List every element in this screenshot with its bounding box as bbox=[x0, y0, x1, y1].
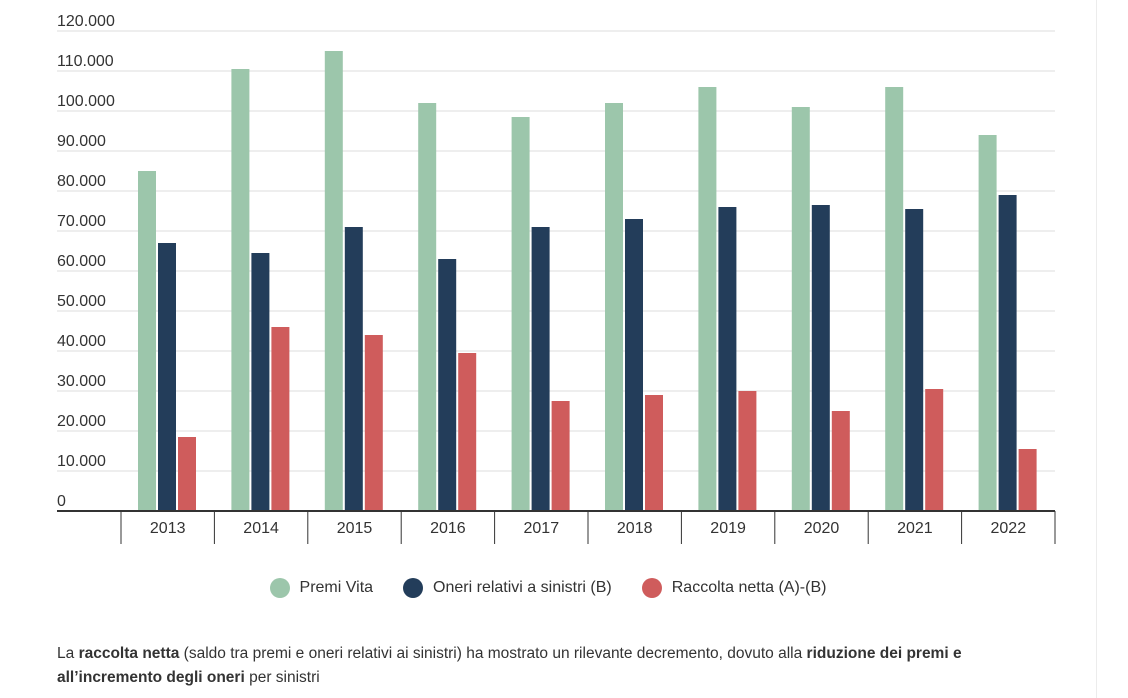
bar bbox=[791, 107, 810, 511]
legend-item-oneri[interactable]: Oneri relativi a sinistri (B) bbox=[403, 578, 612, 598]
page-divider bbox=[1096, 0, 1097, 698]
legend-swatch-premi-vita bbox=[269, 578, 290, 598]
legend-label-oneri: Oneri relativi a sinistri (B) bbox=[433, 579, 612, 596]
x-tick-label: 2015 bbox=[337, 520, 373, 537]
bar bbox=[251, 253, 270, 511]
y-tick-label: 80.000 bbox=[57, 173, 106, 190]
bar bbox=[178, 437, 196, 511]
x-tick-label: 2017 bbox=[524, 520, 560, 537]
bar bbox=[344, 227, 363, 511]
bar bbox=[138, 171, 156, 511]
caption-bold-2: riduzione dei premi e all’incremento deg… bbox=[57, 645, 962, 686]
bar bbox=[698, 87, 717, 511]
bar bbox=[998, 195, 1017, 511]
x-tick-label: 2018 bbox=[617, 520, 653, 537]
legend-item-raccolta[interactable]: Raccolta netta (A)-(B) bbox=[641, 578, 827, 598]
bar bbox=[418, 103, 437, 511]
bar bbox=[438, 259, 457, 511]
y-tick-label: 70.000 bbox=[57, 213, 106, 230]
bar bbox=[1018, 449, 1037, 511]
chart-legend: Premi Vita Oneri relativi a sinistri (B)… bbox=[0, 576, 1096, 600]
y-tick-label: 110.000 bbox=[57, 53, 114, 70]
bar bbox=[925, 389, 944, 511]
caption-bold-1: raccolta netta bbox=[78, 645, 180, 662]
legend-swatch-raccolta bbox=[641, 578, 662, 598]
bar bbox=[625, 219, 643, 511]
bar bbox=[905, 209, 924, 511]
x-tick-label: 2020 bbox=[804, 520, 840, 537]
bar bbox=[531, 227, 550, 511]
y-tick-label: 120.000 bbox=[57, 13, 115, 30]
bar bbox=[231, 69, 250, 511]
bar bbox=[324, 51, 343, 511]
y-tick-label: 50.000 bbox=[57, 293, 106, 310]
bar bbox=[511, 117, 530, 511]
legend-swatch-oneri bbox=[403, 578, 424, 598]
y-tick-label: 20.000 bbox=[57, 413, 106, 430]
caption-text-3: per sinistri bbox=[244, 669, 320, 686]
y-tick-label: 0 bbox=[57, 493, 66, 510]
legend-item-premi-vita[interactable]: Premi Vita bbox=[269, 578, 374, 598]
x-tick-label: 2016 bbox=[430, 520, 466, 537]
y-tick-label: 40.000 bbox=[57, 333, 106, 350]
y-tick-label: 60.000 bbox=[57, 253, 106, 270]
chart-caption: La raccolta netta (saldo tra premi e one… bbox=[57, 642, 1067, 690]
y-tick-label: 30.000 bbox=[57, 373, 106, 390]
bar bbox=[645, 395, 663, 511]
bar bbox=[738, 391, 757, 511]
x-tick-label: 2019 bbox=[710, 520, 746, 537]
y-tick-label: 100.000 bbox=[57, 93, 115, 110]
x-tick-label: 2014 bbox=[243, 520, 279, 537]
y-tick-label: 10.000 bbox=[57, 453, 106, 470]
bar bbox=[605, 103, 623, 511]
bar bbox=[811, 205, 830, 511]
y-tick-label: 90.000 bbox=[57, 133, 106, 150]
bar bbox=[458, 353, 477, 511]
bar-chart: 0 10.000 20.000 30.000 40.000 50.000 60.000 70.… bbox=[57, 13, 1056, 544]
x-tick-label: 2022 bbox=[991, 520, 1027, 537]
bar bbox=[831, 411, 850, 511]
caption-text-2: (saldo tra premi e oneri relativi ai sin… bbox=[179, 645, 807, 662]
x-tick-label: 2021 bbox=[897, 520, 933, 537]
bar bbox=[364, 335, 383, 511]
bar bbox=[978, 135, 997, 511]
legend-label-premi-vita: Premi Vita bbox=[299, 579, 374, 596]
legend-label-raccolta: Raccolta netta (A)-(B) bbox=[671, 579, 827, 596]
caption-text-1: La bbox=[57, 645, 79, 662]
bar bbox=[551, 401, 570, 511]
bar bbox=[271, 327, 290, 511]
bar bbox=[718, 207, 737, 511]
bar bbox=[158, 243, 176, 511]
x-tick-label: 2013 bbox=[150, 520, 186, 537]
bar bbox=[885, 87, 904, 511]
